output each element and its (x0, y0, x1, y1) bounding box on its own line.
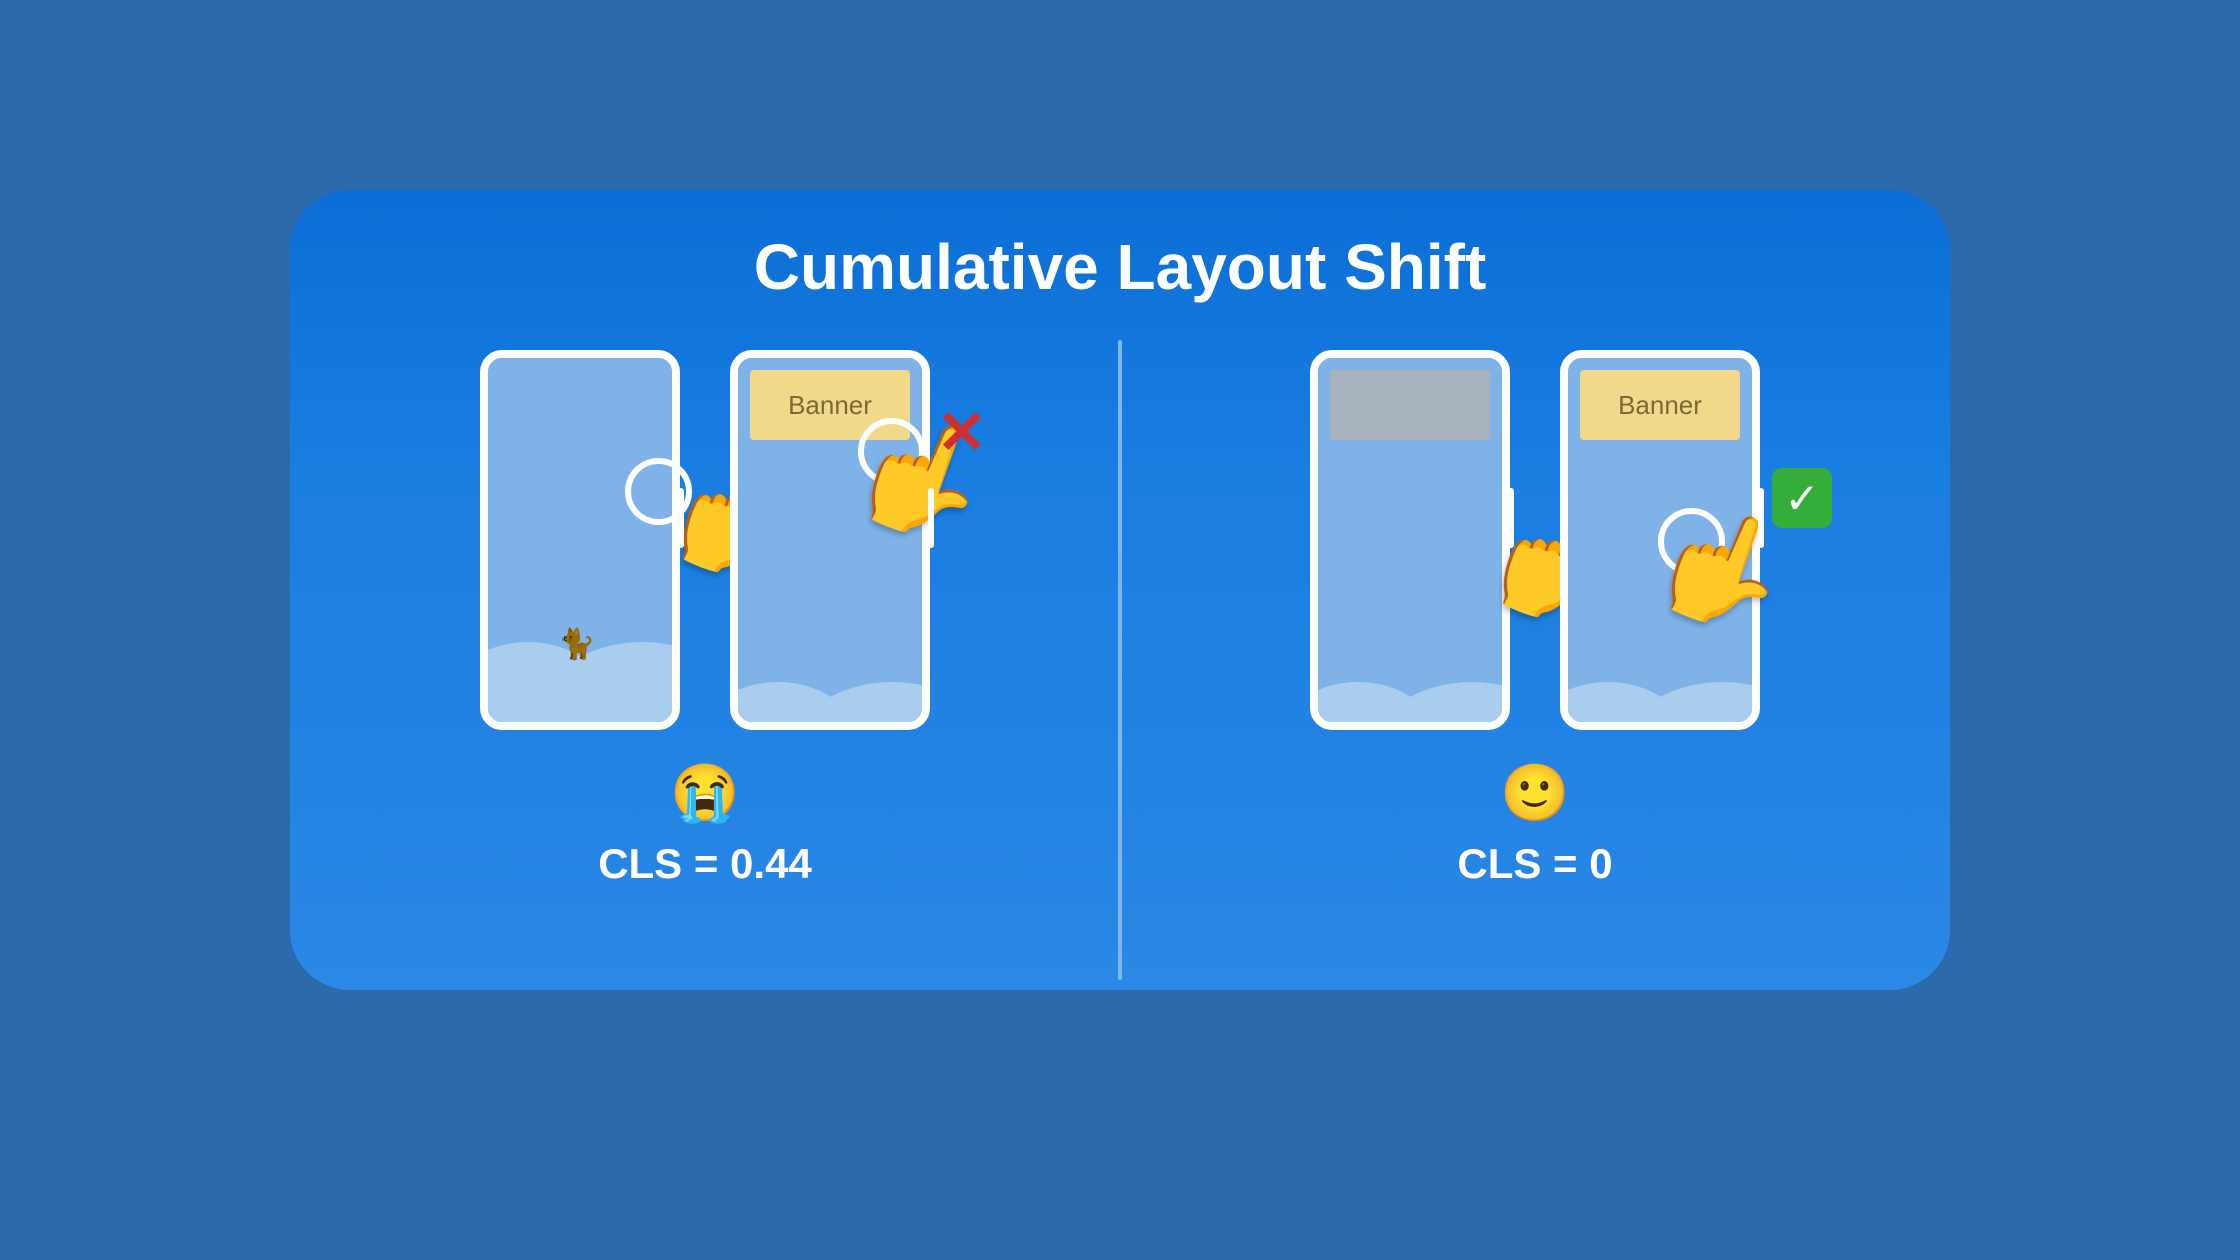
check-icon: ✓ (1772, 468, 1832, 528)
banner-placeholder (1330, 370, 1490, 440)
bad-example-panel: 🐈 👆 Banner 👆 ✕ 😭 CLS = 0.44 (290, 350, 1120, 970)
cat-icon: 🐈 (558, 627, 595, 662)
good-example-panel: 👆 Banner 👆 ✓ 🙂 CLS = 0 (1120, 350, 1950, 970)
phone-bad-after: Banner 👆 ✕ (730, 350, 930, 730)
card-title: Cumulative Layout Shift (290, 230, 1950, 304)
smiling-face-icon: 🙂 (1500, 760, 1570, 826)
infographic-card: Cumulative Layout Shift 🐈 👆 Banner � (290, 190, 1950, 990)
banner-label: Banner (750, 370, 910, 440)
cross-icon: ✕ (937, 398, 987, 468)
cls-score-good: CLS = 0 (1120, 840, 1950, 888)
crying-face-icon: 😭 (670, 760, 740, 826)
phone-bad-before: 🐈 👆 (480, 350, 680, 730)
phone-good-before: 👆 (1310, 350, 1510, 730)
banner-label: Banner (1580, 370, 1740, 440)
cls-score-bad: CLS = 0.44 (290, 840, 1120, 888)
phone-good-after: Banner 👆 ✓ (1560, 350, 1760, 730)
